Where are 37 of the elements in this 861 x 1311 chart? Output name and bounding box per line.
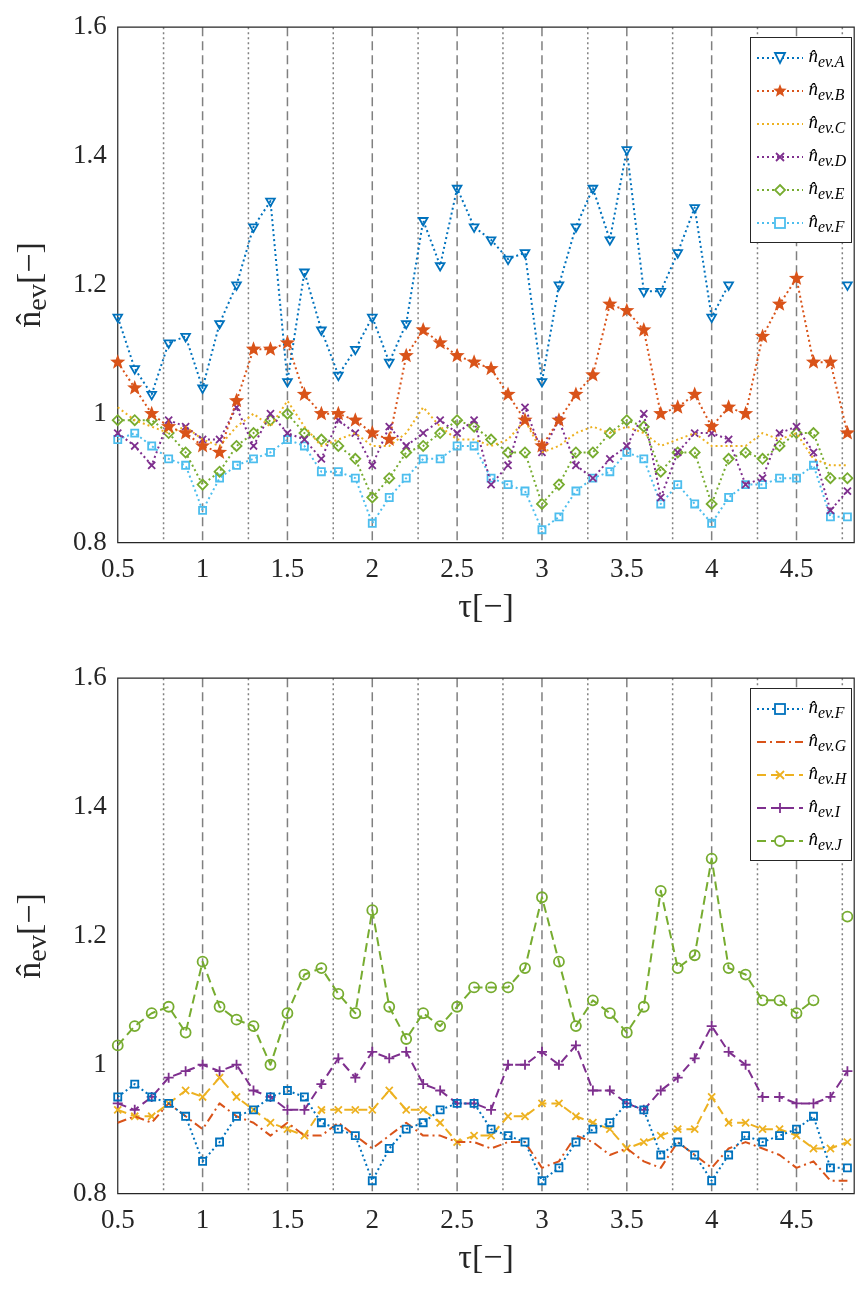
legend-label: n̂$_{ev.J}$: [808, 827, 842, 854]
x-axis-title: τ[−]: [458, 586, 514, 624]
y-tick-label: 1.4: [73, 790, 108, 821]
legend-label: n̂$_{ev.G}$: [808, 728, 847, 755]
y-tick-label: 1.6: [73, 661, 107, 692]
x-tick-label: 1: [195, 1203, 210, 1234]
legend-label: n̂$_{ev.C}$: [808, 110, 846, 137]
y-tick-label: 1.2: [73, 267, 107, 298]
y-tick-label: 1.4: [73, 139, 108, 170]
legend-label: n̂$_{ev.A}$: [808, 44, 845, 71]
x-tick-label: 2.5: [440, 552, 474, 583]
legend-label: n̂$_{ev.I}$: [808, 794, 841, 821]
legend-label: n̂$_{ev.F}$: [808, 695, 845, 722]
x-tick-label: 3: [535, 1203, 549, 1234]
x-tick-label: 4: [704, 552, 719, 583]
x-tick-label: 4.5: [779, 1203, 814, 1234]
legend-label: n̂$_{ev.E}$: [808, 176, 845, 203]
x-tick-label: 3.5: [609, 1203, 644, 1234]
x-tick-label: 4.5: [779, 552, 814, 583]
y-tick-label: 1: [93, 1047, 107, 1078]
x-tick-label: 1: [195, 552, 210, 583]
x-tick-label: 2.5: [440, 1203, 474, 1234]
x-axis-title: τ[−]: [458, 1237, 514, 1275]
legend-label: n̂$_{ev.H}$: [808, 761, 847, 788]
legend-label: n̂$_{ev.B}$: [808, 77, 845, 104]
x-tick-label: 4: [704, 1203, 719, 1234]
legend-label: n̂$_{ev.D}$: [808, 143, 847, 170]
y-tick-label: 1.6: [73, 10, 107, 41]
x-tick-label: 1.5: [270, 1203, 305, 1234]
x-tick-label: 3.5: [609, 552, 644, 583]
x-tick-label: 2: [365, 1203, 380, 1234]
x-tick-label: 1.5: [270, 552, 305, 583]
y-tick-label: 1: [93, 396, 107, 427]
x-tick-label: 3: [535, 552, 549, 583]
y-tick-label: 1.2: [73, 918, 107, 949]
legend-label: n̂$_{ev.F}$: [808, 209, 845, 236]
x-tick-label: 2: [365, 552, 380, 583]
